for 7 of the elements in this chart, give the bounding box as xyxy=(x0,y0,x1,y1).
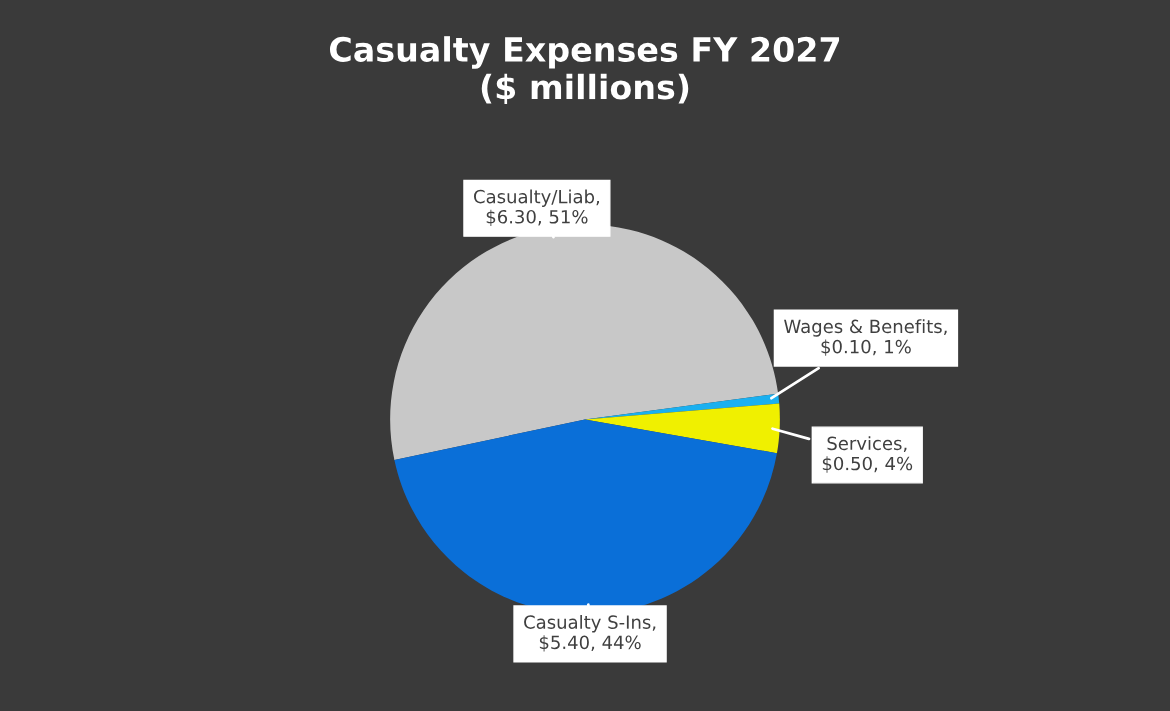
slice-label: Wages & Benefits, $0.10, 1% xyxy=(784,319,947,356)
pie-slice xyxy=(390,224,779,461)
slice-label: Casualty S-Ins, $5.40, 44% xyxy=(524,614,656,652)
chart-title: Casualty Expenses FY 2027 ($ millions) xyxy=(329,36,840,104)
pie-slice xyxy=(585,403,780,454)
slice-label: Casualty/Liab, $6.30, 51% xyxy=(474,189,600,227)
slice-label: Services, $0.50, 4% xyxy=(822,436,913,473)
